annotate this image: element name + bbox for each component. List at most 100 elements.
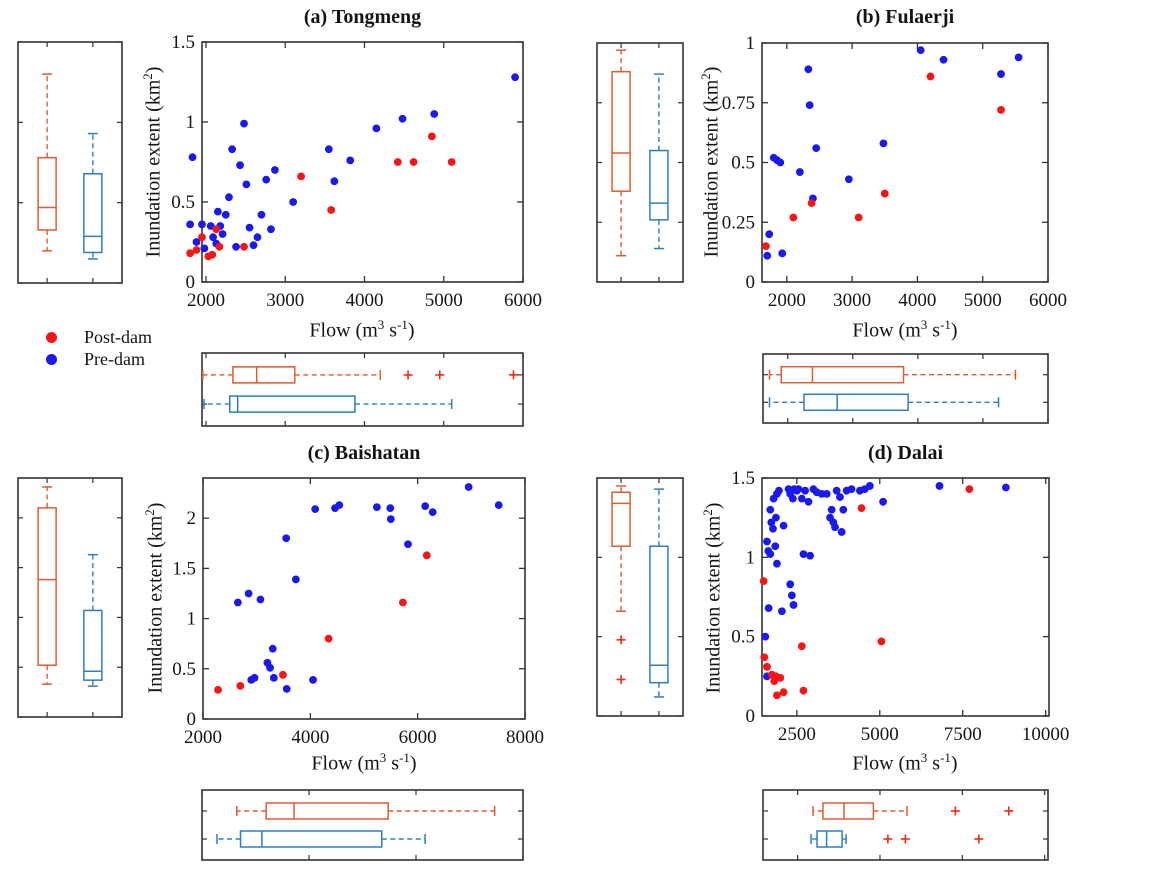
svg-text:8000: 8000 (506, 727, 544, 748)
panel-a-extent-boxplot (17, 41, 123, 284)
ylabel-text: Inundation extent (km (702, 515, 725, 694)
svg-text:3000: 3000 (266, 290, 304, 311)
xlabel-mid: s (384, 319, 398, 342)
svg-text:4000: 4000 (291, 727, 329, 748)
xlabel-text: Flow (m (311, 752, 380, 775)
panel-b-flow-boxplot (762, 353, 1049, 424)
legend: Post-dam Pre-dam (38, 326, 152, 370)
svg-text:1: 1 (746, 547, 756, 568)
svg-text:5000: 5000 (964, 290, 1002, 311)
xlabel-text: Flow (m (852, 319, 921, 342)
svg-text:1: 1 (186, 112, 196, 133)
xlabel-mid: s (386, 752, 400, 775)
xlabel-sup-minus1: -1 (399, 750, 410, 765)
svg-text:2000: 2000 (768, 290, 806, 311)
xlabel-sup-minus1: -1 (397, 317, 408, 332)
panel-c-xlabel: Flow (m3 s-1) (254, 745, 474, 775)
ylabel-text: Inundation extent (km (142, 79, 165, 258)
svg-text:6000: 6000 (1029, 290, 1067, 311)
svg-text:2: 2 (187, 508, 197, 529)
panel-b-ylabel: Inundation extent (km2) (694, 37, 723, 287)
svg-text:3000: 3000 (833, 290, 871, 311)
xlabel-sup-minus1: -1 (940, 750, 951, 765)
ylabel-close: ) (142, 66, 165, 74)
panel-a-ylabel: Inundation extent (km2) (136, 37, 165, 287)
panel-a-flow-boxplot (201, 352, 524, 427)
svg-text:1: 1 (746, 33, 756, 54)
xlabel-mid: s (927, 319, 941, 342)
panel-a-xlabel: Flow (m3 s-1) (252, 312, 472, 342)
ylabel-text: Inundation extent (km (144, 515, 167, 694)
xlabel-text: Flow (m (852, 752, 921, 775)
svg-text:0.5: 0.5 (171, 192, 195, 213)
svg-text:1.5: 1.5 (172, 558, 196, 579)
svg-text:0.5: 0.5 (731, 627, 755, 648)
panel-d-scatter-plot: 2500 5000 7500 10000 0 0.5 1 1.5 (731, 468, 1070, 745)
panel-c-extent-boxplot (17, 477, 123, 718)
svg-text:0.75: 0.75 (722, 93, 755, 114)
panel-c-flow-boxplot (201, 789, 524, 861)
ylabel-text: Inundation extent (km (700, 79, 723, 258)
svg-text:2000: 2000 (187, 290, 225, 311)
panel-a-scatter-plot: 2000 3000 4000 5000 6000 0 0.5 1 1.5 (171, 32, 542, 311)
panel-c-ylabel: Inundation extent (km2) (138, 473, 167, 723)
legend-item-pre-dam: Pre-dam (38, 348, 152, 370)
svg-text:0: 0 (746, 706, 756, 727)
ylabel-close: ) (702, 502, 725, 510)
svg-text:0: 0 (186, 272, 196, 293)
xlabel-sup-3: 3 (920, 750, 928, 765)
xlabel-sup-3: 3 (379, 750, 387, 765)
svg-text:6000: 6000 (504, 290, 542, 311)
xlabel-sup-minus1: -1 (940, 317, 951, 332)
svg-text:2000: 2000 (184, 727, 222, 748)
svg-text:1: 1 (187, 609, 197, 630)
svg-text:1.5: 1.5 (731, 468, 755, 489)
svg-text:0: 0 (746, 272, 756, 293)
ylabel-close: ) (700, 66, 723, 74)
svg-text:5000: 5000 (861, 724, 899, 745)
ylabel-sup: 2 (698, 73, 713, 80)
xlabel-close: ) (409, 752, 417, 775)
ylabel-sup: 2 (700, 509, 715, 516)
ylabel-sup: 2 (142, 509, 157, 516)
panel-c-title: (c) Baishatan (307, 442, 421, 464)
xlabel-close: ) (950, 319, 958, 342)
panel-d-flow-boxplot (762, 789, 1049, 861)
panel-d-extent-boxplot (596, 477, 684, 717)
panel-d-title: (d) Dalai (868, 442, 943, 464)
svg-text:6000: 6000 (399, 727, 437, 748)
xlabel-text: Flow (m (309, 319, 378, 342)
panel-d-ylabel: Inundation extent (km2) (696, 473, 725, 723)
panel-b-extent-boxplot (596, 42, 684, 283)
legend-label-pre-dam: Pre-dam (84, 348, 145, 369)
panel-b-scatter-plot: 2000 3000 4000 5000 6000 0 0.25 0.5 0.75 1 (722, 33, 1067, 311)
legend-item-post-dam: Post-dam (38, 326, 152, 348)
panel-c-scatter-plot: 2000 4000 6000 8000 0 0.5 1 1.5 2 (172, 477, 544, 748)
svg-text:4000: 4000 (898, 290, 936, 311)
panel-d-xlabel: Flow (m3 s-1) (795, 745, 1015, 775)
xlabel-sup-3: 3 (920, 317, 928, 332)
svg-text:4000: 4000 (345, 290, 383, 311)
panel-b-xlabel: Flow (m3 s-1) (795, 312, 1015, 342)
svg-text:1.5: 1.5 (171, 32, 195, 53)
post-dam-dot-icon (46, 331, 57, 343)
svg-text:0.25: 0.25 (722, 212, 755, 233)
svg-text:0.5: 0.5 (172, 659, 196, 680)
pre-dam-dot-icon (46, 353, 57, 365)
panel-b-title: (b) Fulaerji (855, 6, 955, 28)
svg-text:7500: 7500 (944, 724, 982, 745)
svg-text:0.5: 0.5 (731, 153, 755, 174)
svg-text:10000: 10000 (1022, 724, 1070, 745)
ylabel-sup: 2 (140, 73, 155, 80)
xlabel-close: ) (950, 752, 958, 775)
xlabel-close: ) (407, 319, 415, 342)
panel-a-title: (a) Tongmeng (303, 6, 422, 28)
svg-text:5000: 5000 (425, 290, 463, 311)
svg-text:0: 0 (187, 709, 197, 730)
xlabel-mid: s (927, 752, 941, 775)
